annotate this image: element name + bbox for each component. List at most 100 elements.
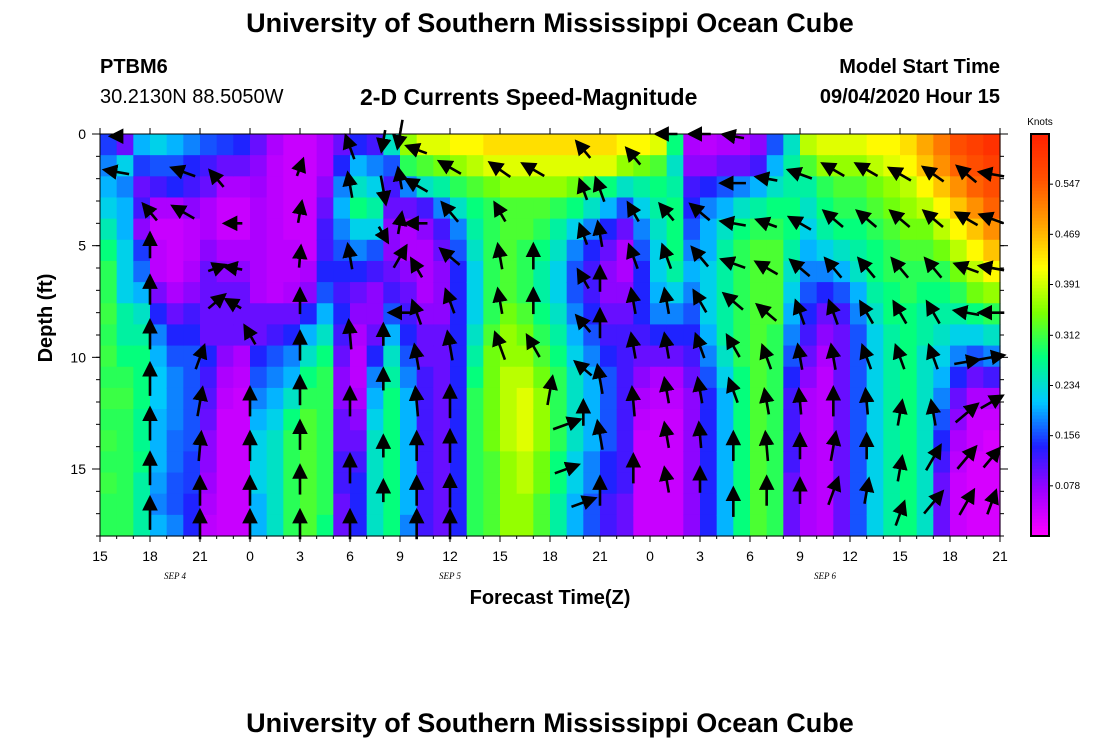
heatmap-cell [850,430,868,452]
heatmap-cell [466,387,484,410]
heatmap-cell [533,197,551,220]
heatmap-cell [350,366,368,389]
heatmap-cell [250,409,268,431]
heatmap-cell [916,176,934,199]
heatmap-cell [400,366,418,389]
heatmap-cell [600,472,618,495]
heatmap-cell [766,430,784,452]
heatmap-cell [116,493,134,516]
heatmap-cell [833,197,851,220]
heatmap-cell [750,493,768,516]
heatmap-cell [100,409,118,431]
current-vector [592,418,608,450]
heatmap-cell [816,239,834,262]
heatmap-cell [983,239,1001,262]
heatmap-cell [733,493,751,516]
heatmap-cell [500,134,518,156]
heatmap-cell [150,134,168,156]
current-vector [856,256,876,279]
colorbar-segment [1031,204,1049,209]
heatmap-cell [116,409,134,431]
heatmap-cell [866,176,884,199]
heatmap-cell [866,514,884,537]
colorbar-segment [1031,335,1049,339]
current-vector [492,330,507,361]
heatmap-cell [516,176,534,199]
heatmap-cell [400,218,418,241]
current-vector [759,343,775,370]
heatmap-cell [833,387,851,410]
heatmap-cell [466,134,484,156]
heatmap-cell [316,409,334,431]
colorbar-segment [1031,345,1049,349]
heatmap-cell [800,282,818,304]
heatmap-cell [216,303,234,326]
heatmap-cell [283,366,301,389]
heatmap-cell [600,451,618,474]
heatmap-cell [883,430,901,452]
current-vector [438,247,461,266]
current-vector [958,487,976,516]
heatmap-cell [683,239,701,262]
heatmap-cell [550,430,568,452]
heatmap-cell [950,282,968,304]
heatmap-cell [233,197,251,220]
heatmap-cell [866,134,884,156]
heatmap-cell [900,514,918,537]
heatmap-cell [300,282,318,304]
colorbar-segment [1031,422,1049,427]
heatmap-cell [766,218,784,241]
heatmap-cell [816,218,834,241]
heatmap-cell [850,472,868,495]
heatmap-cell [333,218,351,241]
heatmap-cell [216,218,234,241]
heatmap-cell [233,324,251,347]
heatmap-cell [250,218,268,241]
heatmap-cell [266,366,284,389]
heatmap-cell [750,155,768,177]
heatmap-cell [550,260,568,283]
heatmap-cell [750,451,768,474]
heatmap-cell [183,451,201,474]
heatmap-cell [283,176,301,199]
heatmap-cell [683,155,701,177]
heatmap-cell [433,218,451,241]
heatmap-cell [483,451,501,474]
current-vector [826,475,842,506]
colorbar-segment [1031,140,1049,145]
heatmap-cell [900,176,918,199]
heatmap-cell [100,197,118,220]
heatmap-cell [216,176,234,199]
heatmap-cell [350,218,368,241]
heatmap-cell [250,324,268,347]
colorbar-segment [1031,482,1049,487]
heatmap-cell [250,514,268,537]
heatmap-cell [466,345,484,368]
heatmap-cell [416,493,434,516]
heatmap-cell [716,451,734,474]
heatmap-cell [300,303,318,326]
heatmap-cell [200,303,218,326]
colorbar-segment [1031,274,1049,279]
heatmap-cell [250,239,268,262]
x-tick-label: 3 [696,548,704,564]
current-vector [820,162,845,178]
heatmap-cell [633,303,651,326]
heatmap-cell [850,176,868,199]
heatmap-cell [716,197,734,220]
heatmap-cell [450,303,468,326]
heatmap-cell [283,218,301,241]
heatmap-cell [950,366,968,389]
x-tick-label: 18 [942,548,958,564]
heatmap-cell [533,218,551,241]
heatmap-cell [350,260,368,283]
heatmap-cell [700,514,718,537]
heatmap-cell [650,303,668,326]
heatmap-cell [716,472,734,495]
heatmap-cell [800,472,818,495]
heatmap-cell [716,303,734,326]
current-vector [192,429,208,462]
heatmap-cell [883,239,901,262]
current-vector [576,221,592,246]
heatmap-cell [966,176,984,199]
